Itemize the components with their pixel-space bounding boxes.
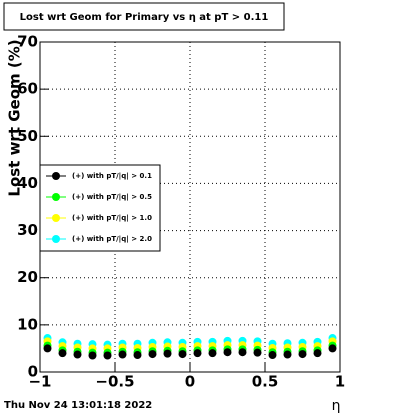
legend-label: (+) with pT/|q| > 2.0 [72,235,152,244]
data-point [43,344,52,353]
legend-marker [52,235,60,243]
title-box [3,2,285,31]
data-point [118,350,127,359]
x-axis-label: η [332,398,341,414]
y-tick-label: 10 [17,315,38,333]
data-point [208,349,217,358]
x-tick-label: 1 [335,373,345,391]
data-point [253,348,262,357]
x-tick-label: 0 [185,373,195,391]
y-tick-label: 70 [17,33,38,51]
data-point [73,350,82,359]
chart-title: Lost wrt Geom for Primary vs η at pT > 0… [20,12,269,23]
data-point [328,344,337,353]
legend-label: (+) with pT/|q| > 0.1 [72,172,152,181]
data-point [163,349,172,358]
legend-marker [52,214,60,222]
data-point [133,351,142,360]
y-axis-label: Lost wrt Geom (%) [6,39,24,196]
y-tick-label: 0 [28,363,38,381]
x-tick-label: 0.5 [252,373,279,391]
data-point [238,348,247,357]
data-point [193,349,202,358]
legend-box [39,164,161,252]
data-point [58,349,67,358]
y-tick-label: 30 [17,221,38,239]
y-tick-label: 40 [17,174,38,192]
y-tick-label: 50 [17,127,38,145]
legend-label: (+) with pT/|q| > 1.0 [72,214,152,223]
legend: (+) with pT/|q| > 0.1 (+) with pT/|q| > 0… [39,164,161,252]
data-point [103,351,112,360]
legend-label: (+) with pT/|q| > 0.5 [72,193,152,202]
x-tick-label: −1 [28,373,51,391]
data-point [313,349,322,358]
x-tick-label: −0.5 [95,373,134,391]
data-point [223,348,232,357]
y-tick-label: 60 [17,80,38,98]
data-point [88,351,97,360]
timestamp: Thu Nov 24 13:01:18 2022 [4,400,152,411]
data-point [283,350,292,359]
marks [43,334,337,360]
data-point [148,350,157,359]
y-tick-label: 20 [17,268,38,286]
legend-marker [52,193,60,201]
data-point [298,350,307,359]
data-point [178,350,187,359]
data-point [268,351,277,360]
legend-marker [52,172,60,180]
